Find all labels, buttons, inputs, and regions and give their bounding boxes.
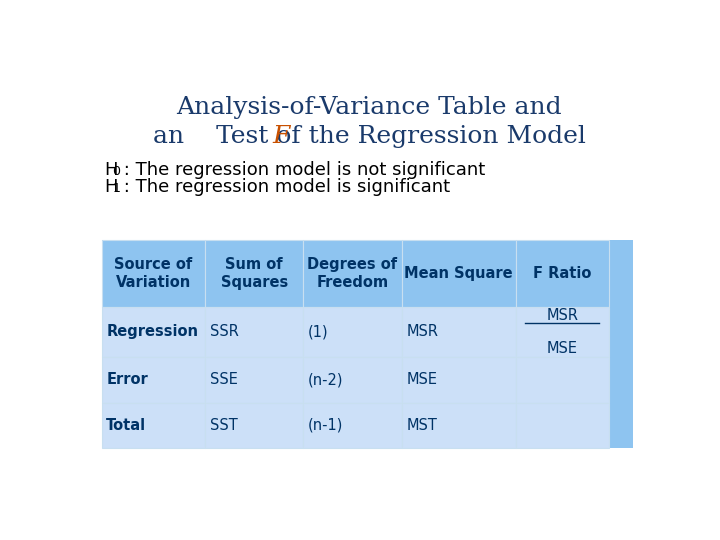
Text: Regression: Regression [107, 325, 198, 339]
Bar [303, 402, 402, 448]
Bar [102, 240, 205, 307]
Bar [205, 402, 303, 448]
Bar [516, 357, 608, 402]
Text: MSE: MSE [406, 372, 437, 387]
Bar [205, 357, 303, 402]
Bar [516, 240, 608, 307]
Bar [303, 357, 402, 402]
Text: an    Test of the Regression Model: an Test of the Regression Model [153, 125, 585, 148]
Bar [402, 357, 516, 402]
Text: Source of
Variation: Source of Variation [114, 258, 192, 290]
Text: 1: 1 [112, 182, 120, 195]
Text: Sum of
Squares: Sum of Squares [220, 258, 288, 290]
Text: Analysis-of-Variance Table and: Analysis-of-Variance Table and [176, 96, 562, 119]
Text: Error: Error [107, 372, 148, 387]
Text: H: H [104, 178, 117, 196]
Text: (n-1): (n-1) [308, 418, 343, 433]
Text: MSR: MSR [546, 308, 578, 322]
Text: F: F [272, 125, 289, 148]
Bar [516, 307, 608, 357]
Bar [303, 307, 402, 357]
Bar [205, 240, 303, 307]
Bar [102, 240, 632, 448]
Bar [402, 307, 516, 357]
Text: 0: 0 [112, 165, 120, 178]
Text: SSE: SSE [210, 372, 238, 387]
Text: MSR: MSR [406, 325, 438, 339]
Text: Total: Total [107, 418, 146, 433]
Bar [402, 402, 516, 448]
Text: F Ratio: F Ratio [533, 266, 591, 281]
Bar [102, 402, 205, 448]
Text: SST: SST [210, 418, 238, 433]
Text: : The regression model is significant: : The regression model is significant [118, 178, 450, 196]
Bar [102, 357, 205, 402]
Bar [516, 402, 608, 448]
Text: SSR: SSR [210, 325, 238, 339]
Text: H: H [104, 161, 117, 179]
Text: (1): (1) [308, 325, 328, 339]
Bar [205, 307, 303, 357]
Text: (n-2): (n-2) [308, 372, 343, 387]
Bar [402, 240, 516, 307]
Bar [102, 307, 205, 357]
Text: Mean Square: Mean Square [405, 266, 513, 281]
Text: : The regression model is not significant: : The regression model is not significan… [118, 161, 485, 179]
Text: MST: MST [406, 418, 437, 433]
Text: Degrees of
Freedom: Degrees of Freedom [307, 258, 397, 290]
Bar [303, 240, 402, 307]
Text: MSE: MSE [546, 341, 577, 356]
